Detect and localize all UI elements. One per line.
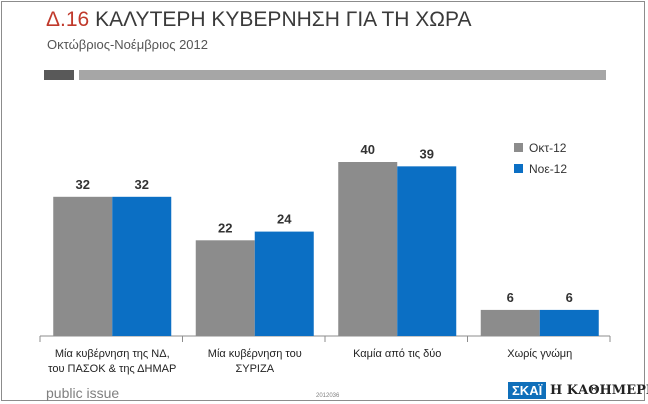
data-label: 39 <box>420 146 434 161</box>
header-rule-light <box>79 70 606 80</box>
bar-noe <box>112 196 172 336</box>
footer-brand: public issue <box>46 385 120 401</box>
bar-noe <box>397 166 457 336</box>
category-label: Μία κυβέρνηση του <box>208 348 302 360</box>
legend-label: Νοε-12 <box>529 162 567 176</box>
title-text: ΚΑΛΥΤΕΡΗ ΚΥΒΕΡΝΗΣΗ ΓΙΑ ΤΗ ΧΩΡΑ <box>95 8 472 31</box>
data-label: 32 <box>76 177 90 192</box>
skai-logo: ΣΚΑΪ <box>508 382 547 399</box>
data-label: 6 <box>566 290 573 305</box>
category-label: ΣΥΡΙΖΑ <box>235 363 274 375</box>
category-label: Μία κυβέρνηση της ΝΔ, <box>55 348 170 360</box>
page-title: Δ.16 ΚΑΛΥΤΕΡΗ ΚΥΒΕΡΝΗΣΗ ΓΙΑ ΤΗ ΧΩΡΑ <box>46 8 471 32</box>
bar-okt <box>338 162 398 336</box>
footer-code: 2012036 <box>316 393 340 399</box>
legend-swatch <box>514 164 523 173</box>
bar-noe <box>254 231 314 336</box>
kathimerini-logo: Η ΚΑΘΗΜΕΡΙΝΗ <box>550 383 648 398</box>
title-number: Δ.16 <box>46 8 90 31</box>
bar-noe <box>539 309 599 336</box>
data-label: 6 <box>507 290 514 305</box>
page-subtitle: Οκτώβριος-Νοέμβριος 2012 <box>47 37 208 52</box>
category-label: Καμία από τις δύο <box>353 348 441 360</box>
legend-label: Οκτ-12 <box>529 141 567 155</box>
bar-okt <box>195 240 255 336</box>
header-rule-dark <box>44 70 74 80</box>
category-label: του ΠΑΣΟΚ & της ΔΗΜΑΡ <box>48 363 176 375</box>
data-label: 40 <box>361 142 375 157</box>
bar-okt <box>480 309 540 336</box>
legend-swatch <box>514 143 523 152</box>
bar-okt <box>53 196 113 336</box>
data-label: 32 <box>135 177 149 192</box>
data-label: 24 <box>277 212 292 227</box>
category-label: Χωρίς γνώμη <box>507 348 572 360</box>
data-label: 22 <box>218 220 232 235</box>
